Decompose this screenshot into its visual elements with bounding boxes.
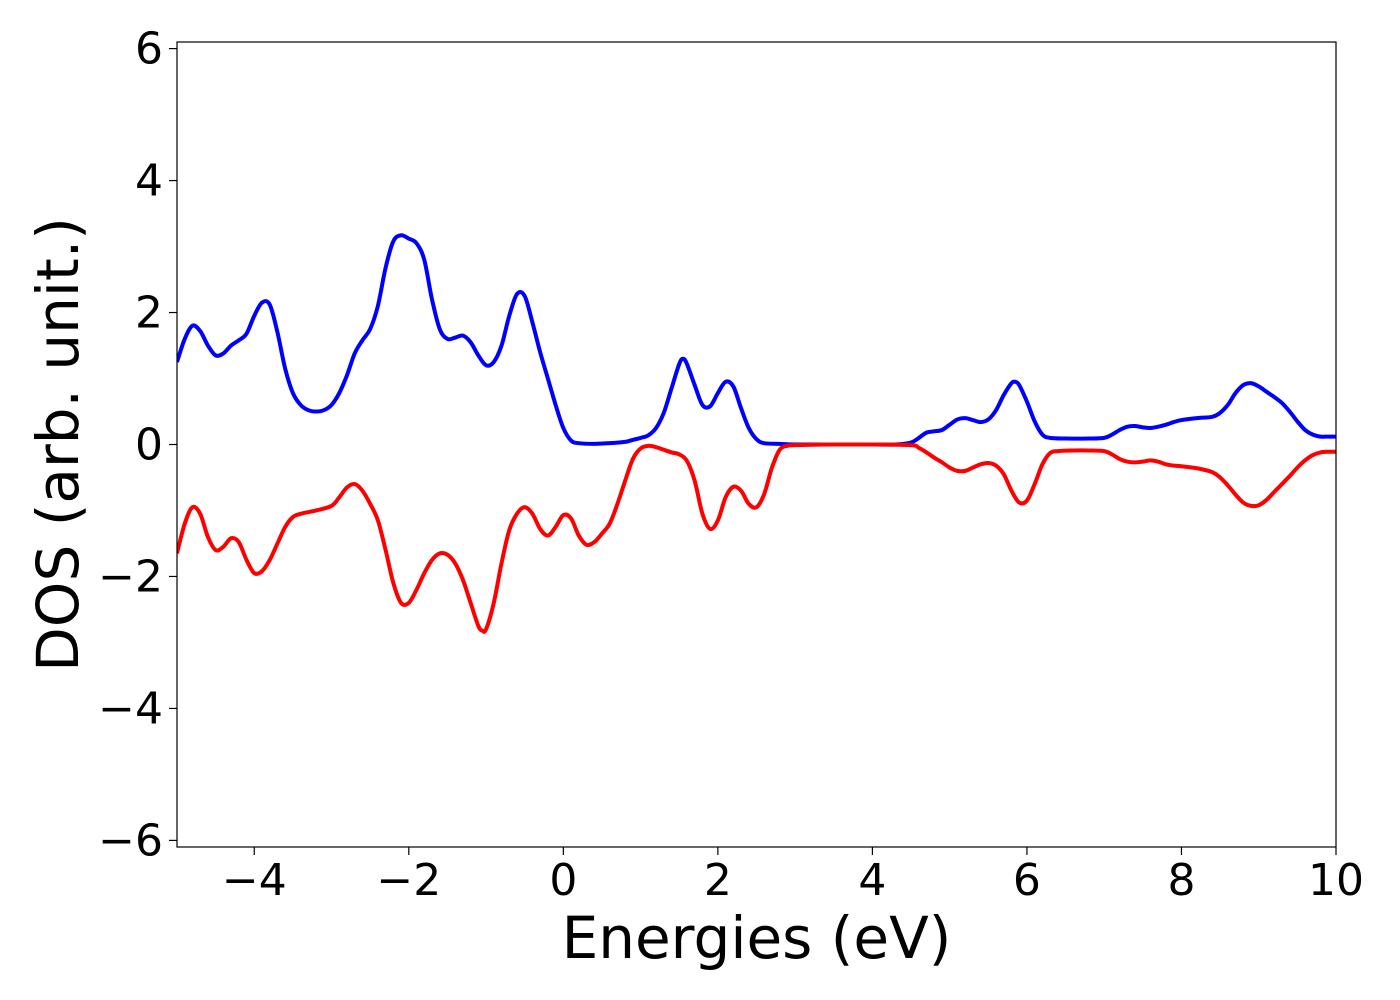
series-line-1 bbox=[177, 233, 1336, 447]
series-layer bbox=[177, 233, 1336, 634]
x-tick-label: 8 bbox=[1167, 855, 1195, 906]
y-axis-ticks: −6 −4 −2 0 2 4 6 bbox=[98, 24, 177, 866]
y-tick-label: −6 bbox=[98, 815, 163, 866]
y-tick-label: −2 bbox=[98, 551, 163, 602]
y-tick-label: 2 bbox=[135, 288, 163, 339]
x-axis-ticks: −4 −2 0 2 4 6 8 10 bbox=[222, 847, 1364, 906]
x-tick-label: 4 bbox=[858, 855, 886, 906]
y-tick-label: −4 bbox=[98, 683, 163, 734]
x-tick-label: 6 bbox=[1013, 855, 1041, 906]
x-tick-label: −2 bbox=[376, 855, 441, 906]
y-tick-label: 0 bbox=[135, 420, 163, 471]
x-tick-label: 0 bbox=[549, 855, 577, 906]
y-tick-label: 4 bbox=[135, 156, 163, 207]
y-axis-title: DOS (arb. unit.) bbox=[24, 217, 92, 672]
x-tick-label: −4 bbox=[222, 855, 287, 906]
x-tick-label: 2 bbox=[704, 855, 732, 906]
x-axis-title: Energies (eV) bbox=[562, 904, 952, 972]
series-line-2 bbox=[177, 442, 1336, 634]
x-tick-label: 10 bbox=[1308, 855, 1364, 906]
y-tick-label: 6 bbox=[135, 24, 163, 75]
